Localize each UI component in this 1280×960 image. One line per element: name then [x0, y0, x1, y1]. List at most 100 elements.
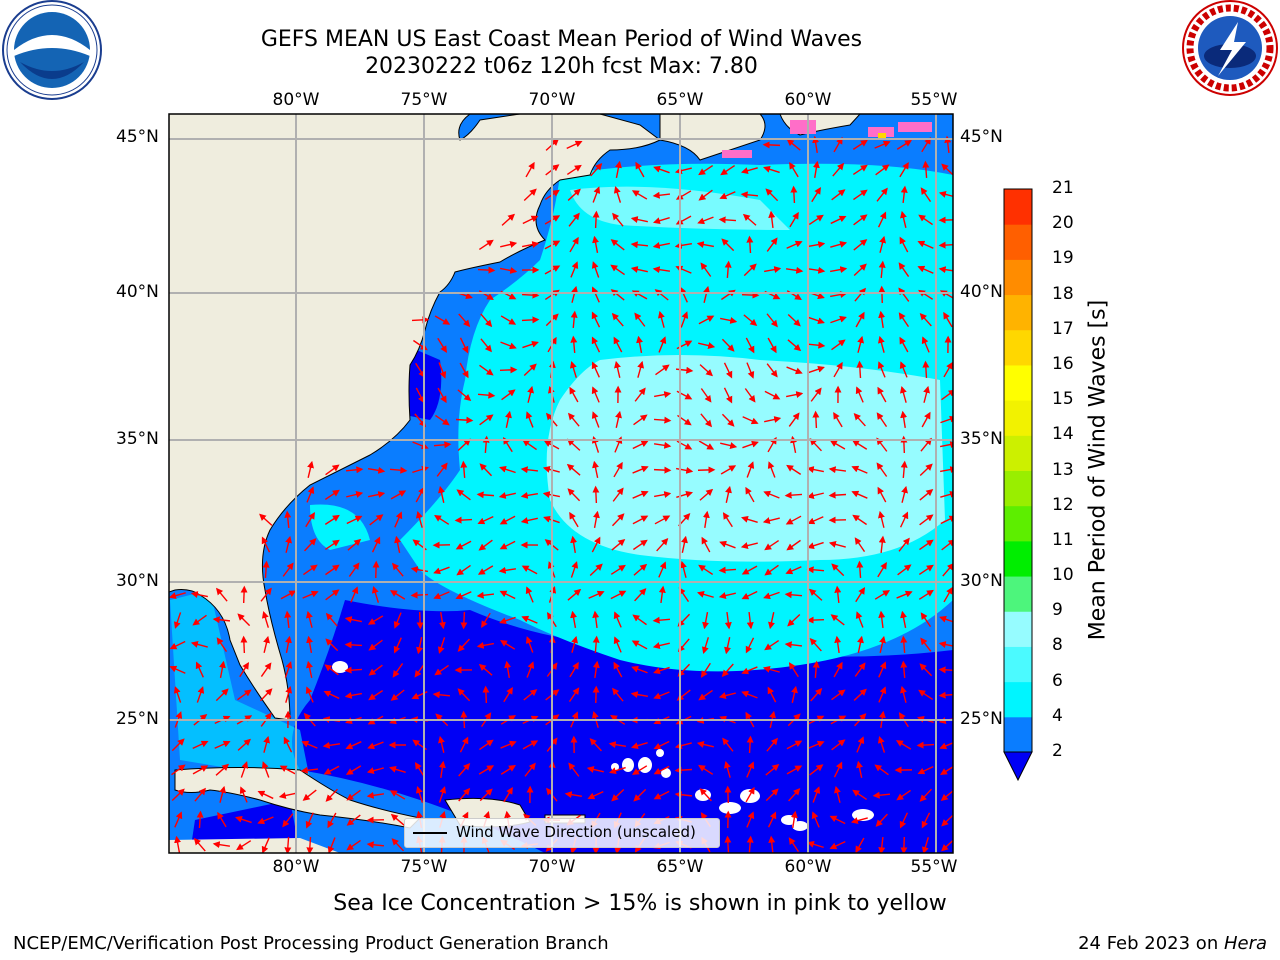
wave-direction-arrow [568, 687, 580, 702]
wave-direction-arrow [591, 261, 600, 278]
colorbar-tick-label: 4 [1052, 705, 1063, 726]
wind-wave-arrows [169, 135, 953, 853]
wave-direction-arrow [741, 666, 758, 675]
wave-direction-arrow [237, 613, 251, 627]
wave-direction-arrow [938, 691, 953, 699]
wave-direction-arrow [240, 635, 248, 654]
lat-tick-left: 35°N [116, 429, 159, 449]
colorbar-tick-label: 13 [1052, 459, 1074, 480]
wave-direction-arrow [857, 335, 864, 353]
wave-direction-arrow [764, 266, 782, 274]
wave-direction-arrow [767, 461, 776, 478]
wave-direction-arrow [900, 410, 908, 429]
wave-direction-arrow [368, 664, 383, 676]
wave-direction-arrow [920, 612, 932, 628]
wave-direction-arrow [676, 490, 694, 498]
wave-direction-arrow [786, 539, 801, 551]
wave-direction-arrow [366, 767, 384, 774]
wave-direction-arrow [280, 590, 297, 600]
wave-direction-arrow [856, 360, 864, 379]
wave-direction-arrow [458, 313, 471, 328]
wave-direction-arrow [788, 837, 800, 853]
wave-direction-arrow [922, 160, 930, 179]
wave-direction-arrow [943, 586, 953, 603]
wave-direction-arrow [416, 637, 423, 655]
wave-direction-arrow [878, 260, 886, 279]
wave-direction-arrow [834, 585, 842, 604]
wave-direction-arrow [346, 515, 363, 525]
wave-direction-arrow [438, 485, 445, 503]
wave-direction-arrow [521, 615, 538, 624]
wave-direction-arrow [916, 741, 935, 749]
lat-tick-left: 40°N [116, 282, 159, 302]
wave-direction-arrow [854, 662, 866, 677]
wave-direction-arrow [457, 389, 472, 402]
wave-direction-arrow [766, 363, 778, 378]
wave-direction-arrow [702, 510, 710, 529]
wave-direction-arrow [833, 661, 843, 678]
lon-tick-top: 80°W [272, 90, 320, 110]
wave-direction-arrow [259, 688, 273, 702]
wave-direction-arrow [633, 414, 648, 426]
wave-direction-arrow [899, 385, 907, 403]
colorbar-tick-label: 20 [1052, 213, 1074, 234]
wave-direction-arrow [657, 310, 665, 328]
lon-tick-bottom: 60°W [784, 857, 832, 877]
wave-direction-arrow [415, 786, 424, 803]
wave-direction-arrow [259, 513, 273, 526]
wave-direction-arrow [878, 285, 886, 304]
wave-direction-arrow [434, 315, 451, 325]
wave-direction-arrow [215, 763, 230, 776]
wave-direction-arrow [900, 660, 908, 679]
wave-direction-arrow [567, 488, 581, 502]
wave-direction-arrow [787, 313, 801, 327]
wave-direction-arrow [285, 685, 293, 703]
wave-direction-arrow [878, 836, 886, 853]
wave-direction-arrow [174, 811, 183, 828]
wave-direction-arrow [608, 741, 627, 749]
wave-direction-arrow [898, 537, 910, 552]
wave-direction-arrow [698, 315, 715, 325]
wave-direction-arrow [169, 640, 186, 650]
colorbar-tick-label: 10 [1052, 565, 1074, 586]
wave-direction-arrow [347, 538, 362, 551]
wave-direction-arrow [877, 736, 886, 753]
footer-date-text: 24 Feb 2023 on [1078, 933, 1224, 954]
wave-direction-arrow [394, 511, 403, 528]
footer-date: 24 Feb 2023 on Hera [1078, 933, 1267, 954]
wave-direction-arrow [570, 335, 578, 354]
wave-direction-arrow [877, 211, 887, 228]
wave-direction-arrow [481, 612, 491, 629]
wave-direction-arrow [239, 786, 248, 803]
wave-direction-arrow [306, 660, 313, 678]
wave-direction-arrow [261, 837, 270, 853]
land-cuba [174, 767, 422, 829]
wave-direction-arrow [853, 239, 868, 251]
wave-direction-arrow [698, 764, 714, 775]
wave-direction-arrow [526, 661, 535, 678]
colorbar-segment [1004, 364, 1032, 401]
wave-direction-arrow [940, 441, 953, 448]
wave-direction-arrow [832, 162, 845, 177]
wave-direction-arrow [900, 685, 907, 703]
wave-direction-arrow [762, 517, 780, 524]
wave-direction-arrow [878, 310, 886, 329]
wave-direction-arrow [808, 241, 826, 249]
wave-direction-arrow [300, 766, 319, 774]
colorbar-tick-label: 14 [1052, 424, 1074, 445]
wave-direction-arrow [631, 190, 648, 200]
wave-direction-arrow [872, 791, 891, 799]
wave-direction-arrow [613, 336, 623, 353]
wave-direction-arrow [806, 616, 825, 624]
wave-direction-arrow [918, 564, 934, 576]
wave-direction-arrow [765, 764, 780, 776]
wave-direction-arrow [415, 387, 425, 404]
wave-direction-arrow [567, 588, 582, 601]
wave-direction-arrow [851, 490, 868, 499]
wave-direction-arrow [325, 612, 338, 627]
wave-direction-arrow [746, 611, 754, 630]
wave-direction-arrow [680, 311, 689, 328]
wave-direction-arrow [454, 516, 473, 524]
wave-direction-arrow [344, 666, 363, 674]
wave-direction-arrow [938, 241, 953, 249]
